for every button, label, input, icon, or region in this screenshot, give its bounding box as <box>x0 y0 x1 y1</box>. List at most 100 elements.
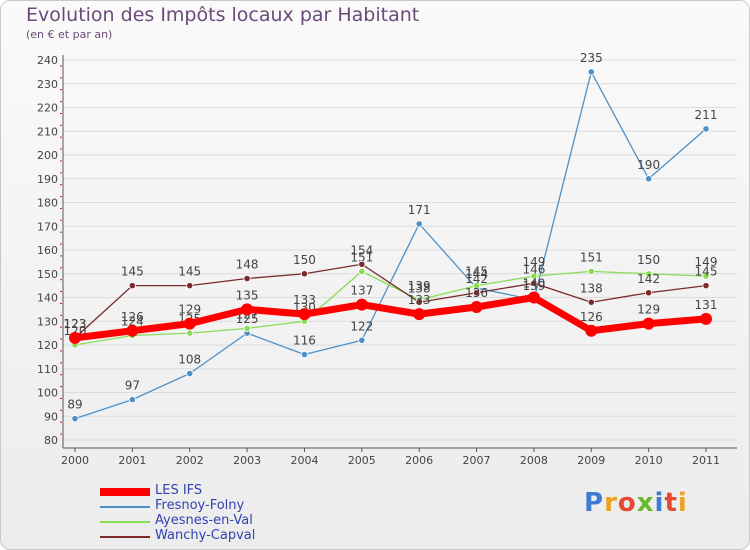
series-line-0 <box>71 294 710 342</box>
legend-label: Fresnoy-Folny <box>155 498 245 513</box>
data-point <box>470 301 483 313</box>
data-label: 126 <box>580 310 603 324</box>
data-label: 235 <box>580 51 603 65</box>
data-point <box>585 324 598 337</box>
legend-swatch <box>100 536 150 538</box>
legend-swatch <box>100 488 150 496</box>
data-point <box>530 279 538 287</box>
y-tick-label: 150 <box>37 268 58 281</box>
data-point <box>186 329 194 337</box>
data-label: 190 <box>637 158 660 172</box>
data-label: 89 <box>67 398 82 412</box>
data-label: 142 <box>465 272 488 286</box>
data-label: 148 <box>236 258 259 272</box>
x-tick-label: 2000 <box>61 454 89 467</box>
x-tick-label: 2008 <box>520 454 548 467</box>
data-point <box>241 303 254 316</box>
data-label: 131 <box>695 298 718 312</box>
logo-letter: P <box>584 488 605 518</box>
y-tick-label: 230 <box>37 78 58 91</box>
x-tick-label: 2006 <box>405 454 433 467</box>
logo-letter: x <box>636 488 655 518</box>
x-tick-label: 2002 <box>176 454 204 467</box>
data-label: 126 <box>121 310 144 324</box>
data-label: 145 <box>465 265 488 279</box>
data-label: 137 <box>350 284 373 298</box>
data-point <box>527 291 540 304</box>
data-point <box>358 267 366 275</box>
series-line-3 <box>74 263 707 339</box>
data-point <box>587 298 595 306</box>
data-label: 136 <box>465 286 488 300</box>
y-tick-label: 160 <box>37 244 58 257</box>
data-label: 150 <box>637 253 660 267</box>
data-label: 122 <box>350 319 373 333</box>
data-point <box>298 308 311 321</box>
data-point <box>645 289 653 297</box>
data-point <box>702 282 710 290</box>
data-point <box>587 68 595 76</box>
series-line-1 <box>74 71 707 420</box>
data-point <box>472 289 481 297</box>
x-tick-label: 2011 <box>692 454 720 467</box>
data-point <box>415 298 423 306</box>
data-point <box>645 175 653 183</box>
legend-label: Ayesnes-en-Val <box>155 513 253 528</box>
data-point <box>700 312 712 325</box>
data-label: 135 <box>236 288 259 302</box>
logo-letter: i <box>677 488 688 518</box>
data-label: 123 <box>64 317 87 331</box>
chart-subtitle: (en € et par an) <box>26 28 113 41</box>
y-tick-label: 190 <box>37 173 58 186</box>
data-label: 145 <box>695 265 718 279</box>
data-point <box>69 331 81 344</box>
data-point <box>128 282 136 290</box>
x-tick-label: 2010 <box>635 454 663 467</box>
data-point <box>71 415 79 423</box>
data-point <box>126 324 139 337</box>
data-point <box>702 272 710 280</box>
y-tick-label: 180 <box>37 197 58 210</box>
data-label: 133 <box>293 293 316 307</box>
data-label: 145 <box>121 265 144 279</box>
data-label: 154 <box>350 243 373 257</box>
data-label: 144 <box>465 267 488 281</box>
x-tick-label: 2009 <box>577 454 605 467</box>
data-label: 145 <box>178 265 201 279</box>
data-label: 124 <box>121 315 144 329</box>
data-point <box>355 298 368 311</box>
legend-label: Wanchy-Capval <box>155 528 256 543</box>
data-label: 108 <box>178 353 201 367</box>
y-tick-label: 100 <box>37 387 58 400</box>
data-point <box>300 350 309 359</box>
data-label: 129 <box>178 303 201 317</box>
data-label: 150 <box>293 253 316 267</box>
data-point <box>413 308 426 321</box>
data-label: 211 <box>695 108 718 122</box>
legend-swatch <box>100 521 150 523</box>
y-tick-label: 240 <box>37 54 58 67</box>
data-label: 139 <box>408 279 431 293</box>
data-label: 133 <box>408 293 431 307</box>
logo-letter: i <box>654 488 665 518</box>
data-point <box>183 317 196 330</box>
y-tick-label: 220 <box>37 102 58 115</box>
data-label: 151 <box>350 250 373 264</box>
x-tick-label: 2001 <box>118 454 146 467</box>
x-tick-label: 2007 <box>463 454 491 467</box>
y-tick-label: 200 <box>37 149 58 162</box>
chart-title: Evolution des Impôts locaux par Habitant <box>26 4 420 26</box>
data-point <box>645 270 653 278</box>
data-label: 149 <box>695 255 718 269</box>
data-label: 116 <box>293 334 316 348</box>
data-point <box>186 369 194 378</box>
y-tick-label: 90 <box>44 410 58 423</box>
data-point <box>128 396 136 404</box>
data-label: 149 <box>522 255 545 269</box>
y-tick-label: 130 <box>37 315 58 328</box>
proxiti-logo: Proxiti <box>584 488 688 518</box>
y-tick-label: 110 <box>37 363 58 376</box>
data-point <box>472 282 481 290</box>
